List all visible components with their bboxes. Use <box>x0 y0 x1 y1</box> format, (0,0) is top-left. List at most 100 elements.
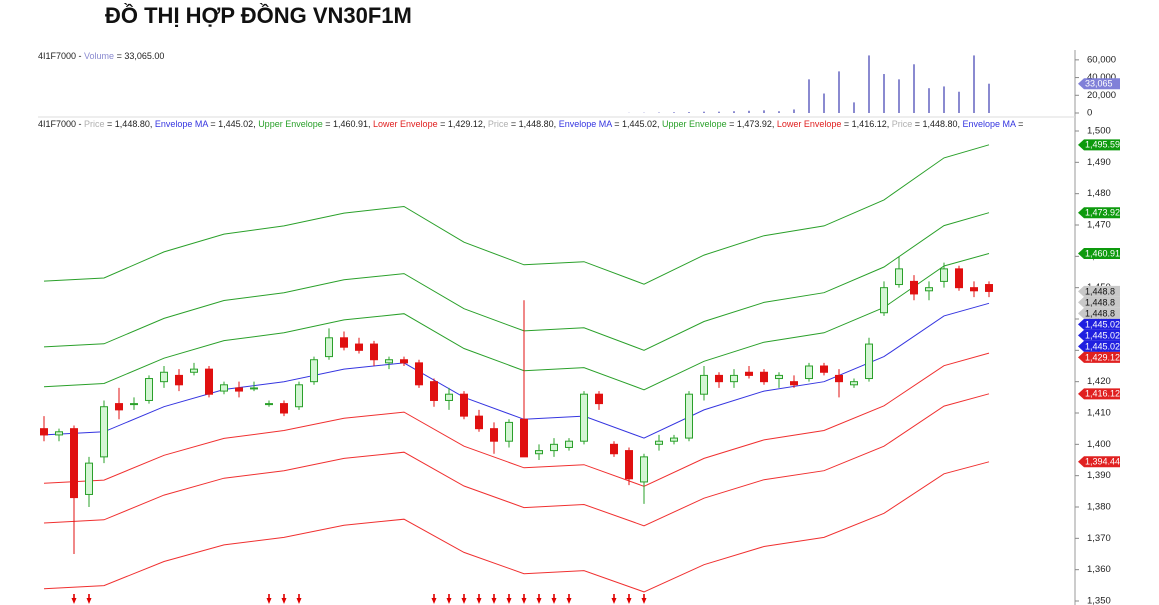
y-tick-label: 1,360 <box>1087 564 1111 575</box>
candle-body <box>310 359 318 383</box>
value-tag <box>1078 207 1120 219</box>
volume-bar <box>973 55 975 113</box>
sell-signal <box>521 594 527 604</box>
header-segment: 4I1F7000 - <box>38 119 84 129</box>
header-segment: Lower Envelope <box>373 119 438 129</box>
candle-body <box>535 450 543 455</box>
candle-body <box>355 343 363 351</box>
sell-signal <box>281 594 287 604</box>
header-segment: Envelope MA <box>155 119 209 129</box>
candle-body <box>955 268 963 289</box>
sell-signal <box>71 594 77 604</box>
candle-body <box>325 337 333 358</box>
envelope-line <box>43 144 990 285</box>
volume-bar <box>868 55 870 113</box>
value-tag <box>1078 78 1120 90</box>
y-tick-label: 1,490 <box>1087 157 1111 168</box>
header-segment: Volume <box>84 51 114 61</box>
y-tick-label: 1,500 <box>1087 126 1111 137</box>
candle-body <box>745 371 753 376</box>
sell-signal <box>86 594 92 604</box>
sell-signal <box>506 594 512 604</box>
header-segment: Envelope MA <box>963 119 1017 129</box>
candle-body <box>805 365 813 380</box>
candle-body <box>55 431 63 436</box>
candle-body <box>130 403 138 406</box>
candle-body <box>550 443 558 452</box>
sell-signal <box>446 594 452 604</box>
header-segment: = 33,065.00 <box>114 51 164 61</box>
candle-body <box>820 365 828 373</box>
header-segment: Upper Envelope <box>258 119 323 129</box>
sell-signal <box>536 594 542 604</box>
volume-bar <box>703 111 705 113</box>
sell-signal <box>641 594 647 604</box>
candle-body <box>925 287 933 292</box>
candle-body <box>295 384 303 408</box>
volume-bar <box>913 64 915 113</box>
envelope-line <box>43 393 990 527</box>
envelope-line <box>43 302 990 439</box>
value-tag <box>1078 456 1120 468</box>
candle-body <box>655 440 663 445</box>
candle-body <box>430 381 438 401</box>
candle-body <box>700 374 708 395</box>
candle-body <box>595 393 603 405</box>
candle-body <box>760 371 768 383</box>
sell-signal <box>296 594 302 604</box>
header-segment: = 1,445.02, <box>612 119 662 129</box>
candle-body <box>775 374 783 380</box>
candle-body <box>265 403 273 406</box>
value-tag-label: 1,495.59 <box>1085 140 1120 150</box>
value-tag <box>1078 388 1120 400</box>
candle-body <box>40 428 48 436</box>
candle-body <box>565 440 573 448</box>
candle-body <box>715 374 723 383</box>
header-segment: Envelope MA <box>559 119 613 129</box>
candle-body <box>505 421 513 442</box>
volume-bar <box>988 83 990 113</box>
sell-signal <box>551 594 557 604</box>
y-tick-label: 40,000 <box>1087 72 1116 83</box>
header-segment: Lower Envelope <box>777 119 842 129</box>
volume-bar <box>883 74 885 113</box>
volume-bar <box>838 71 840 113</box>
candle-body <box>475 415 483 430</box>
candle-body <box>160 371 168 383</box>
y-tick-label: 1,350 <box>1087 596 1111 605</box>
y-tick-label: 1,470 <box>1087 220 1111 231</box>
value-tag-label: 1,473.92 <box>1085 208 1120 218</box>
candle-body <box>850 381 858 386</box>
candle-body <box>175 374 183 386</box>
value-tag-label: 1,445.02 <box>1085 330 1120 340</box>
volume-bar <box>898 79 900 113</box>
candle-body <box>640 456 648 483</box>
value-tag <box>1078 340 1120 352</box>
volume-bar <box>943 86 945 113</box>
y-tick-label: 1,400 <box>1087 439 1111 450</box>
candle-body <box>100 406 108 458</box>
value-tag-label: 1,445.02 <box>1085 341 1120 351</box>
header-segment: = 1,473.92, <box>727 119 777 129</box>
value-tag <box>1078 307 1120 319</box>
header-segment: = 1,460.91, <box>323 119 373 129</box>
candle-body <box>790 381 798 386</box>
header-segment: 4I1F7000 - <box>38 51 84 61</box>
y-tick-label: 1,410 <box>1087 408 1111 419</box>
volume-bar <box>808 79 810 113</box>
value-tag-label: 1,394.44 <box>1085 457 1120 467</box>
candle-body <box>205 368 213 395</box>
candle-body <box>865 343 873 380</box>
value-tag <box>1078 139 1120 151</box>
candle-body <box>370 343 378 361</box>
candle-body <box>670 437 678 442</box>
candle-body <box>970 287 978 292</box>
value-tag <box>1078 318 1120 330</box>
header-segment: = 1,416.12, <box>841 119 891 129</box>
value-tag <box>1078 351 1120 363</box>
header-segment: Price <box>892 119 913 129</box>
volume-bar <box>688 112 690 113</box>
volume-bar <box>958 91 960 113</box>
sell-signal <box>566 594 572 604</box>
